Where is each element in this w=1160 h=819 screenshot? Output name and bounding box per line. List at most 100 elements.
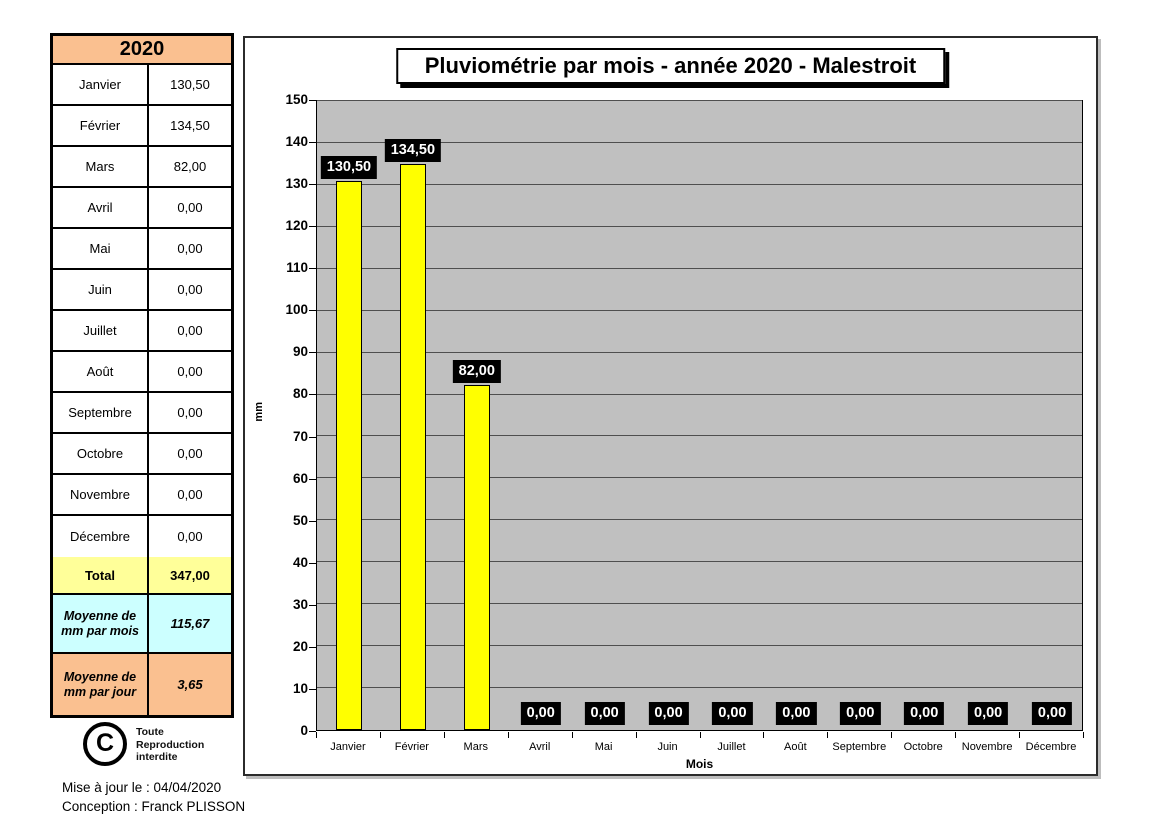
- y-tick-label: 30: [292, 596, 308, 612]
- bar-value-label: 0,00: [904, 702, 945, 725]
- y-tick-mark: [309, 184, 316, 186]
- table-avg-day-value: 3,65: [177, 677, 203, 692]
- y-tick-label: 80: [292, 386, 308, 402]
- table-month-label: Avril: [53, 188, 149, 227]
- x-category-label: Décembre: [1025, 741, 1077, 753]
- table-row: Juin 0,00: [53, 270, 231, 311]
- x-tick-mark: [955, 732, 957, 738]
- x-tick-mark: [316, 732, 317, 738]
- x-tick-mark: [891, 732, 893, 738]
- copyright-line-2: Reproduction: [136, 738, 205, 751]
- table-month-value: 0,00: [177, 529, 203, 544]
- y-tick-label: 110: [286, 260, 308, 276]
- table-avg-month-row: Moyenne de mm par mois 115,67: [53, 595, 231, 654]
- x-tick-mark: [507, 732, 509, 738]
- bar-value-label: 0,00: [776, 702, 817, 725]
- table-avg-day-row: Moyenne de mm par jour 3,65: [53, 654, 231, 715]
- y-tick-label: 50: [292, 512, 308, 528]
- y-tick-label: 100: [285, 302, 308, 318]
- y-tick-mark: [309, 226, 316, 228]
- y-tick-label: 120: [285, 218, 308, 234]
- x-category-label: Janvier: [330, 741, 366, 753]
- copyright-line-3: interdite: [136, 751, 178, 764]
- x-tick-mark: [1019, 732, 1021, 738]
- y-tick-mark: [309, 646, 316, 648]
- x-category-label: Juin: [657, 741, 678, 753]
- table-month-value: 0,00: [177, 487, 203, 502]
- gridline: [317, 100, 1082, 101]
- table-avg-month-value: 115,67: [170, 616, 210, 631]
- x-category-label: Septembre: [832, 741, 887, 753]
- bar-value-label: 0,00: [648, 702, 689, 725]
- x-category-label: Mars: [463, 741, 488, 753]
- y-tick-label: 70: [292, 428, 308, 444]
- table-row: Juillet 0,00: [53, 311, 231, 352]
- table-month-value: 0,00: [177, 323, 203, 338]
- bar-janvier: [335, 181, 362, 730]
- bar-mars: [463, 385, 490, 730]
- gridline: [317, 183, 1082, 185]
- bar-value-label: 134,50: [384, 139, 442, 162]
- copyright-text: Toute Reproduction interdite: [136, 726, 204, 764]
- table-avg-day-label: Moyenne de mm par jour: [53, 654, 149, 715]
- copyright-line-1: Toute: [136, 726, 164, 738]
- x-category-label: Février: [394, 741, 429, 753]
- table-row: Mai 0,00: [53, 229, 231, 270]
- table-total-row: Total 347,00: [53, 557, 231, 595]
- y-tick-mark: [309, 100, 316, 101]
- table-month-value: 0,00: [177, 364, 203, 379]
- table-month-value: 82,00: [173, 159, 207, 174]
- y-tick-label: 0: [300, 723, 308, 738]
- bar-value-label: 130,50: [320, 156, 378, 179]
- y-tick-label: 60: [292, 470, 308, 486]
- table-month-value: 0,00: [177, 200, 203, 215]
- gridline: [317, 141, 1082, 143]
- y-tick-mark: [309, 394, 316, 396]
- x-category-label: Avril: [529, 741, 551, 753]
- x-tick-mark: [827, 732, 829, 738]
- table-row: Décembre 0,00: [53, 516, 231, 557]
- table-row: Mars 82,00: [53, 147, 231, 188]
- table-month-label: Mars: [53, 147, 149, 186]
- gridline: [317, 687, 1082, 689]
- y-tick-mark: [309, 731, 316, 732]
- gridline: [317, 267, 1082, 269]
- table-month-label: Janvier: [53, 65, 149, 104]
- x-tick-mark: [1083, 732, 1084, 738]
- y-tick-label: 20: [292, 638, 308, 654]
- gridline: [317, 351, 1082, 353]
- y-tick-mark: [309, 352, 316, 354]
- bar-value-label: 0,00: [968, 702, 1009, 725]
- bar-value-label: 0,00: [520, 702, 561, 725]
- y-tick-mark: [309, 142, 316, 144]
- x-category-label: Juillet: [717, 741, 746, 753]
- y-tick-mark: [309, 478, 316, 480]
- footer: Mise à jour le : 04/04/2020 Conception :…: [62, 778, 245, 816]
- table-month-label: Février: [53, 106, 149, 145]
- footer-conception: Conception : Franck PLISSON: [62, 799, 246, 814]
- gridline: [317, 309, 1082, 311]
- bar-value-label: 0,00: [840, 702, 881, 725]
- gridline: [317, 645, 1082, 647]
- table-row: Octobre 0,00: [53, 434, 231, 475]
- copyright-icon: C: [83, 722, 127, 766]
- x-category-label: Mai: [594, 741, 613, 753]
- table-month-label: Juillet: [53, 311, 149, 350]
- y-tick-label: 90: [292, 344, 308, 360]
- x-category-label: Août: [784, 741, 807, 753]
- copyright-notice: C Toute Reproduction interdite: [83, 722, 204, 766]
- table-month-label: Mai: [53, 229, 149, 268]
- bar-value-label: 82,00: [452, 360, 501, 383]
- copyright-letter: C: [95, 728, 115, 757]
- table-total-value: 347,00: [170, 567, 210, 583]
- table-row: Avril 0,00: [53, 188, 231, 229]
- table-year-header: 2020: [53, 36, 231, 65]
- y-tick-mark: [309, 520, 316, 522]
- table-month-label: Novembre: [53, 475, 149, 514]
- table-month-label: Septembre: [53, 393, 149, 432]
- bar-value-label: 0,00: [584, 702, 625, 725]
- table-month-value: 0,00: [177, 446, 203, 461]
- x-tick-mark: [379, 732, 381, 738]
- gridline: [317, 519, 1082, 521]
